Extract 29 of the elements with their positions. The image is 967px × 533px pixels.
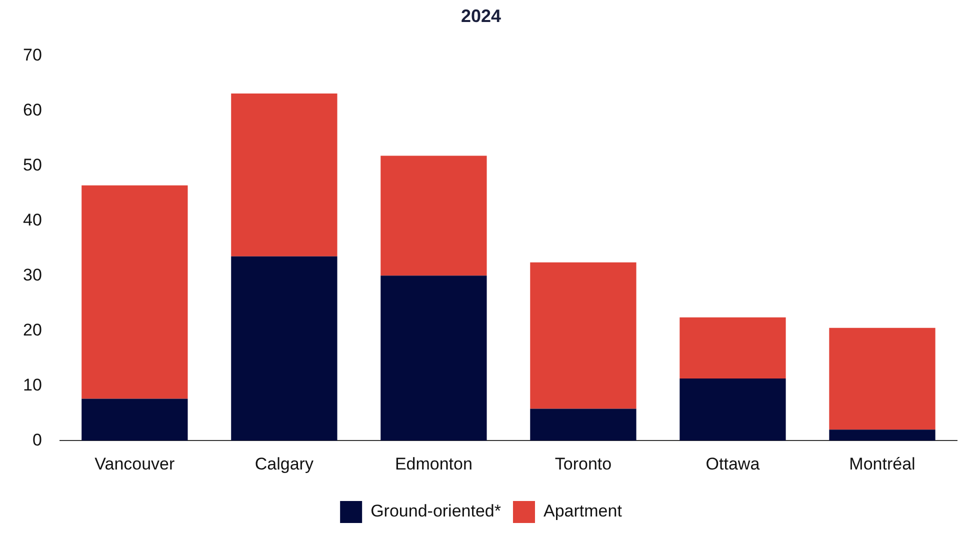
bar <box>829 430 936 441</box>
x-tick-label: Calgary <box>254 454 314 474</box>
y-tick-label: 70 <box>22 45 42 64</box>
x-tick-label: Ottawa <box>706 454 760 474</box>
bar <box>231 94 338 256</box>
y-tick-label: 20 <box>22 320 42 340</box>
y-tick-label: 50 <box>22 155 42 174</box>
x-tick-label: Montréal <box>849 454 916 474</box>
y-tick-label: 30 <box>22 265 42 284</box>
x-tick-label: Toronto <box>554 454 612 474</box>
chart-title: 2024 <box>460 6 502 26</box>
x-tick-label: Edmonton <box>394 454 472 474</box>
x-tick-label: Vancouver <box>94 454 176 474</box>
legend-label: Apartment <box>543 502 622 521</box>
y-tick-label: 0 <box>32 430 42 450</box>
bar <box>231 256 338 441</box>
y-tick-label: 10 <box>22 375 42 394</box>
bar <box>680 378 786 441</box>
legend-label: Ground-oriented* <box>370 502 502 521</box>
bar <box>680 317 786 378</box>
bar <box>82 398 188 441</box>
bar <box>829 328 936 430</box>
bar <box>530 262 636 409</box>
bar <box>380 276 487 441</box>
bar <box>380 156 487 276</box>
y-tick-label: 60 <box>22 100 42 120</box>
bar <box>82 185 188 399</box>
bar <box>530 408 636 441</box>
y-tick-label: 40 <box>22 210 42 230</box>
